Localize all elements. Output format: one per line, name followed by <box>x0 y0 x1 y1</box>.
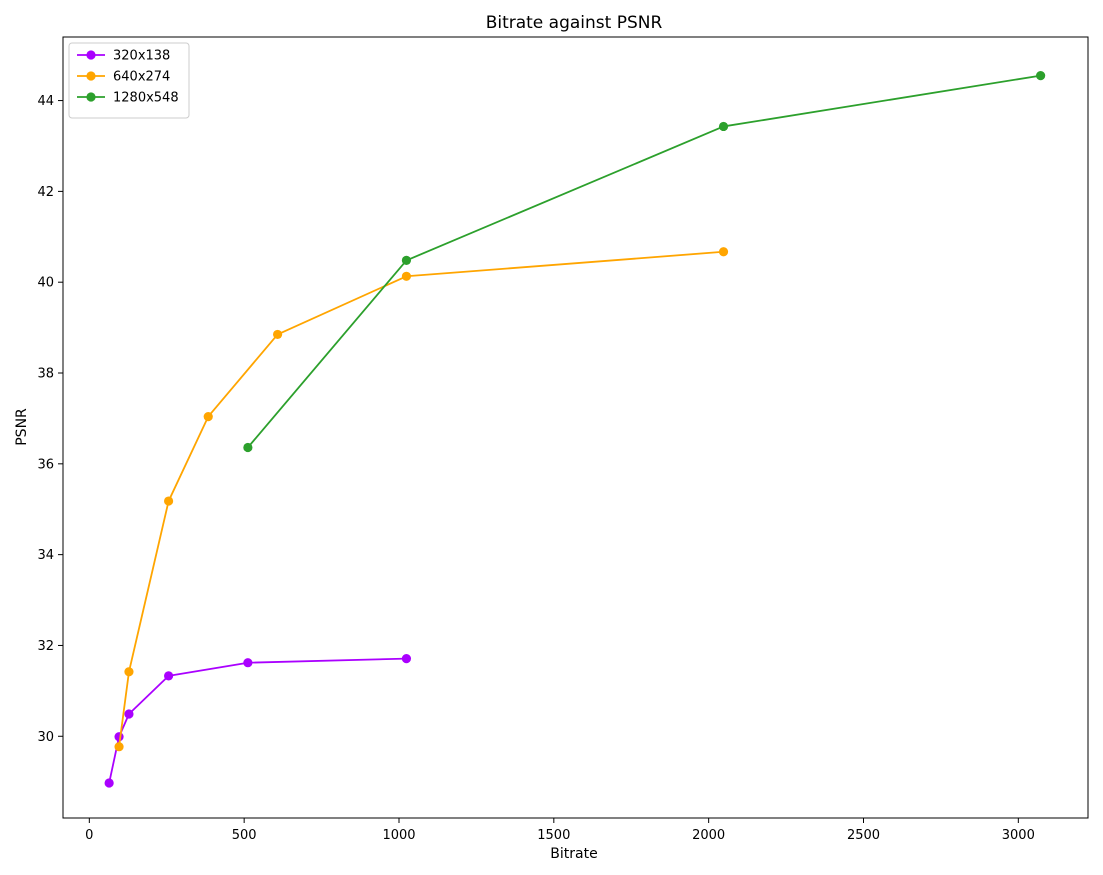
legend-swatch-marker-2 <box>86 92 96 102</box>
x-tick-label-3: 1500 <box>537 828 570 843</box>
data-point-0-2 <box>124 709 134 719</box>
chart-title: Bitrate against PSNR <box>486 13 663 33</box>
data-point-2-2 <box>718 121 729 132</box>
data-point-1-4 <box>272 329 283 340</box>
legend-box <box>68 42 190 119</box>
data-point-1-2 <box>163 496 174 506</box>
x-tick-label-6: 3000 <box>1002 828 1035 843</box>
data-point-0-0 <box>104 778 114 788</box>
data-point-1-5 <box>401 271 412 281</box>
data-point-1-0 <box>114 742 124 752</box>
plot-area <box>104 70 1046 788</box>
data-point-1-1 <box>124 667 134 677</box>
data-point-0-3 <box>163 671 174 681</box>
y-tick-label-6: 42 <box>37 185 54 200</box>
x-tick-label-4: 2000 <box>692 828 725 843</box>
data-point-0-5 <box>401 654 412 664</box>
data-point-2-3 <box>1036 70 1046 81</box>
data-point-2-1 <box>401 255 412 266</box>
series-line-0 <box>108 657 407 784</box>
y-tick-label-1: 32 <box>37 639 54 654</box>
legend-label-0: 320x138 <box>113 49 170 64</box>
legend: 320x138 640x274 1280x548 <box>68 42 190 119</box>
data-point-1-3 <box>203 412 213 422</box>
series-line-1 <box>118 250 724 747</box>
x-tick-label-1: 500 <box>232 828 257 843</box>
series-line-2 <box>247 74 1041 449</box>
y-tick-label-4: 38 <box>37 367 54 382</box>
legend-swatch-marker-1 <box>86 71 96 81</box>
x-tick-label-0: 0 <box>85 828 93 843</box>
x-axis-label: Bitrate <box>550 846 597 862</box>
y-axis-label: PSNR <box>14 408 30 446</box>
plot-frame <box>62 36 1089 819</box>
legend-label-1: 640x274 <box>113 70 170 85</box>
y-tick-label-7: 44 <box>37 94 54 109</box>
y-tick-label-3: 36 <box>37 457 54 472</box>
legend-label-2: 1280x548 <box>113 91 179 106</box>
legend-swatch-marker-0 <box>86 50 96 60</box>
y-tick-label-5: 40 <box>37 276 54 291</box>
data-point-1-6 <box>718 247 729 257</box>
x-tick-label-2: 1000 <box>382 828 415 843</box>
y-tick-label-0: 30 <box>37 730 54 745</box>
y-tick-label-2: 34 <box>37 548 54 563</box>
axes: 0 500 1000 1500 2000 2500 3000 30 32 34 36 38 40 42 44 <box>37 36 1089 843</box>
data-point-2-0 <box>243 442 253 453</box>
data-point-0-4 <box>243 658 253 668</box>
x-tick-label-5: 2500 <box>847 828 880 843</box>
